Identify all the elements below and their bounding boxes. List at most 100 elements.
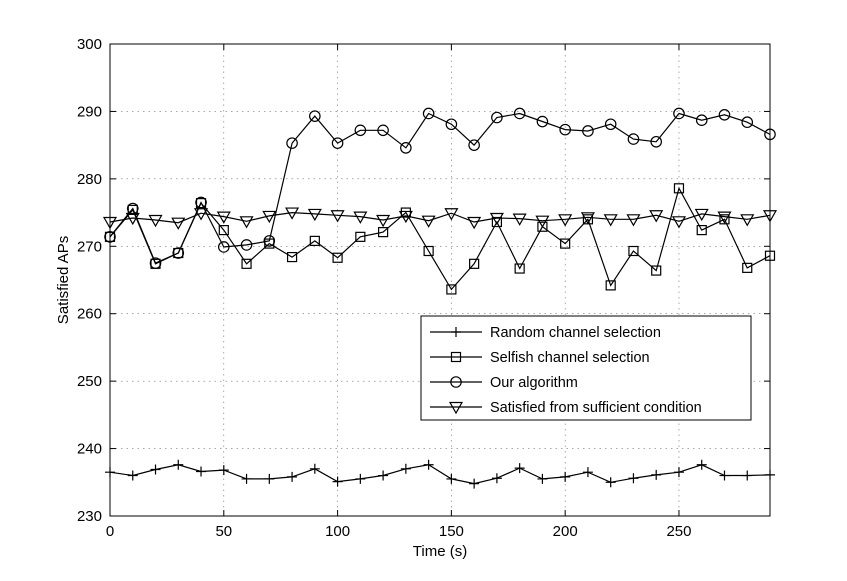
data-point <box>560 238 571 249</box>
data-point <box>173 247 184 259</box>
data-point <box>400 463 411 474</box>
data-point <box>673 107 685 120</box>
legend-marker <box>451 327 461 337</box>
legend-label-selfish: Selfish channel selection <box>490 350 650 366</box>
data-point <box>150 464 161 475</box>
data-point <box>719 470 730 481</box>
data-point <box>446 473 457 484</box>
x-tick-label: 250 <box>666 523 691 540</box>
data-point <box>560 471 571 482</box>
data-point <box>355 473 366 484</box>
data-point <box>309 235 320 246</box>
data-point <box>696 225 707 236</box>
data-point <box>512 213 527 226</box>
x-tick-label: 0 <box>106 523 114 540</box>
data-point <box>603 214 618 227</box>
data-point <box>628 473 639 484</box>
data-point <box>741 116 754 129</box>
y-tick-label: 290 <box>77 103 102 120</box>
axis-ticks: 0 50 100 150 200 250 230 240 250 260 270 280 290 300 <box>77 36 770 540</box>
series-1 <box>105 459 775 489</box>
data-point <box>718 109 731 121</box>
data-point <box>286 137 298 149</box>
data-point <box>148 214 163 228</box>
data-point <box>740 214 755 227</box>
y-tick-label: 240 <box>77 441 102 458</box>
data-point <box>262 210 277 224</box>
data-point <box>513 107 526 120</box>
data-point <box>422 107 435 120</box>
data-point <box>671 216 686 229</box>
y-tick-label: 260 <box>77 306 102 323</box>
data-point <box>651 265 662 276</box>
x-tick-label: 50 <box>215 523 232 540</box>
data-point <box>217 241 230 253</box>
data-point <box>537 473 548 484</box>
data-point <box>582 125 594 137</box>
data-point <box>604 118 617 131</box>
data-point <box>628 245 639 257</box>
data-point <box>423 459 434 470</box>
y-tick-label: 230 <box>77 508 102 525</box>
series-4 <box>102 207 778 230</box>
x-tick-label: 200 <box>553 523 578 540</box>
gridlines <box>110 44 770 516</box>
y-tick-label: 280 <box>77 171 102 188</box>
legend-label-random: Random channel selection <box>490 325 661 341</box>
data-point <box>149 257 162 269</box>
data-point <box>127 470 138 481</box>
data-point <box>651 469 662 480</box>
data-point <box>332 252 343 263</box>
data-point <box>332 476 343 487</box>
data-point <box>239 216 254 229</box>
data-point <box>717 211 732 224</box>
y-tick-label: 300 <box>77 36 102 53</box>
data-point <box>218 465 229 476</box>
y-tick-label: 270 <box>77 238 102 255</box>
x-tick-label: 100 <box>325 523 350 540</box>
data-point <box>330 210 345 223</box>
data-point <box>468 139 480 151</box>
data-point <box>287 471 298 482</box>
legend-marker <box>448 401 464 415</box>
data-point <box>489 212 504 226</box>
y-axis-label: Satisfied APs <box>55 236 72 324</box>
x-tick-label: 150 <box>439 523 464 540</box>
data-point <box>558 214 573 227</box>
data-point <box>125 212 140 226</box>
plot-frame <box>109 43 771 517</box>
data-point <box>467 216 482 230</box>
data-point <box>309 110 321 122</box>
data-point <box>694 208 709 222</box>
data-point <box>446 284 457 295</box>
legend: Random channel selection Selfish channel… <box>420 315 752 421</box>
data-point <box>400 142 412 154</box>
data-point <box>491 111 503 124</box>
data-point <box>742 262 753 273</box>
data-point <box>194 208 209 221</box>
data-point <box>605 477 616 488</box>
data-point <box>398 210 413 224</box>
data-point <box>195 196 207 209</box>
legend-label-ours: Our algorithm <box>490 375 578 391</box>
data-point <box>353 211 368 224</box>
data-point <box>196 466 207 477</box>
data-point <box>240 239 253 251</box>
data-point <box>469 258 480 269</box>
data-point <box>580 212 595 225</box>
data-point <box>421 215 436 228</box>
data-point <box>331 137 344 149</box>
data-point <box>514 263 525 274</box>
data-point <box>673 183 685 194</box>
data-point <box>400 207 411 218</box>
data-point <box>173 459 184 470</box>
data-point <box>537 221 548 232</box>
data-point <box>491 473 502 484</box>
data-point <box>423 245 434 257</box>
data-point <box>241 473 252 484</box>
data-point <box>649 210 664 223</box>
data-point <box>469 478 480 489</box>
data-point <box>514 463 525 474</box>
data-point <box>309 463 320 474</box>
